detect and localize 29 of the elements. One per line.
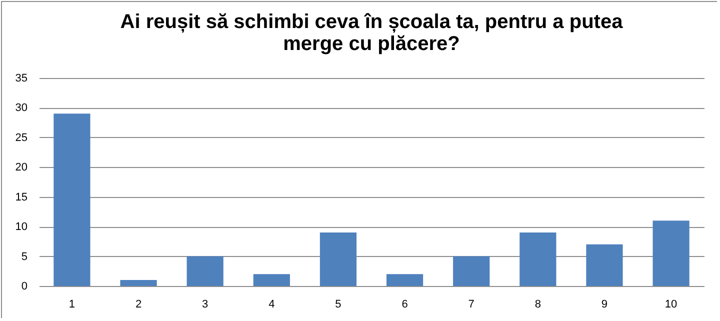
y-tick-label: 10 <box>15 221 28 234</box>
bar <box>120 280 157 286</box>
y-tick-label: 25 <box>15 132 28 144</box>
x-tick-label: 2 <box>135 298 142 310</box>
y-tick-label: 15 <box>15 191 28 204</box>
y-tick-label: 35 <box>15 72 28 84</box>
bar <box>386 274 424 286</box>
y-tick-label: 0 <box>21 280 28 292</box>
y-tick-label: 5 <box>21 250 28 263</box>
bar <box>54 114 90 286</box>
bar <box>520 232 556 286</box>
x-tick-label: 6 <box>402 298 408 310</box>
x-tick-label: 7 <box>468 298 474 310</box>
bar <box>586 244 623 286</box>
x-tick-label: 9 <box>601 298 608 310</box>
y-tick-label: 20 <box>15 162 28 174</box>
y-tick-label: 30 <box>15 102 28 114</box>
x-tick-label: 3 <box>202 298 208 310</box>
bar <box>253 274 290 286</box>
x-tick-label: 10 <box>664 298 678 310</box>
bar <box>652 220 690 286</box>
x-tick-label: 5 <box>335 298 342 310</box>
bar <box>186 256 224 286</box>
bar <box>453 256 490 286</box>
x-tick-label: 1 <box>68 298 76 310</box>
chart-title: Ai reușit să schimbi ceva în școala ta, pentru a putea merge cu plăcere? <box>120 11 624 55</box>
bar <box>320 232 357 286</box>
x-tick-label: 4 <box>268 298 275 310</box>
x-tick-label: 8 <box>534 298 541 310</box>
